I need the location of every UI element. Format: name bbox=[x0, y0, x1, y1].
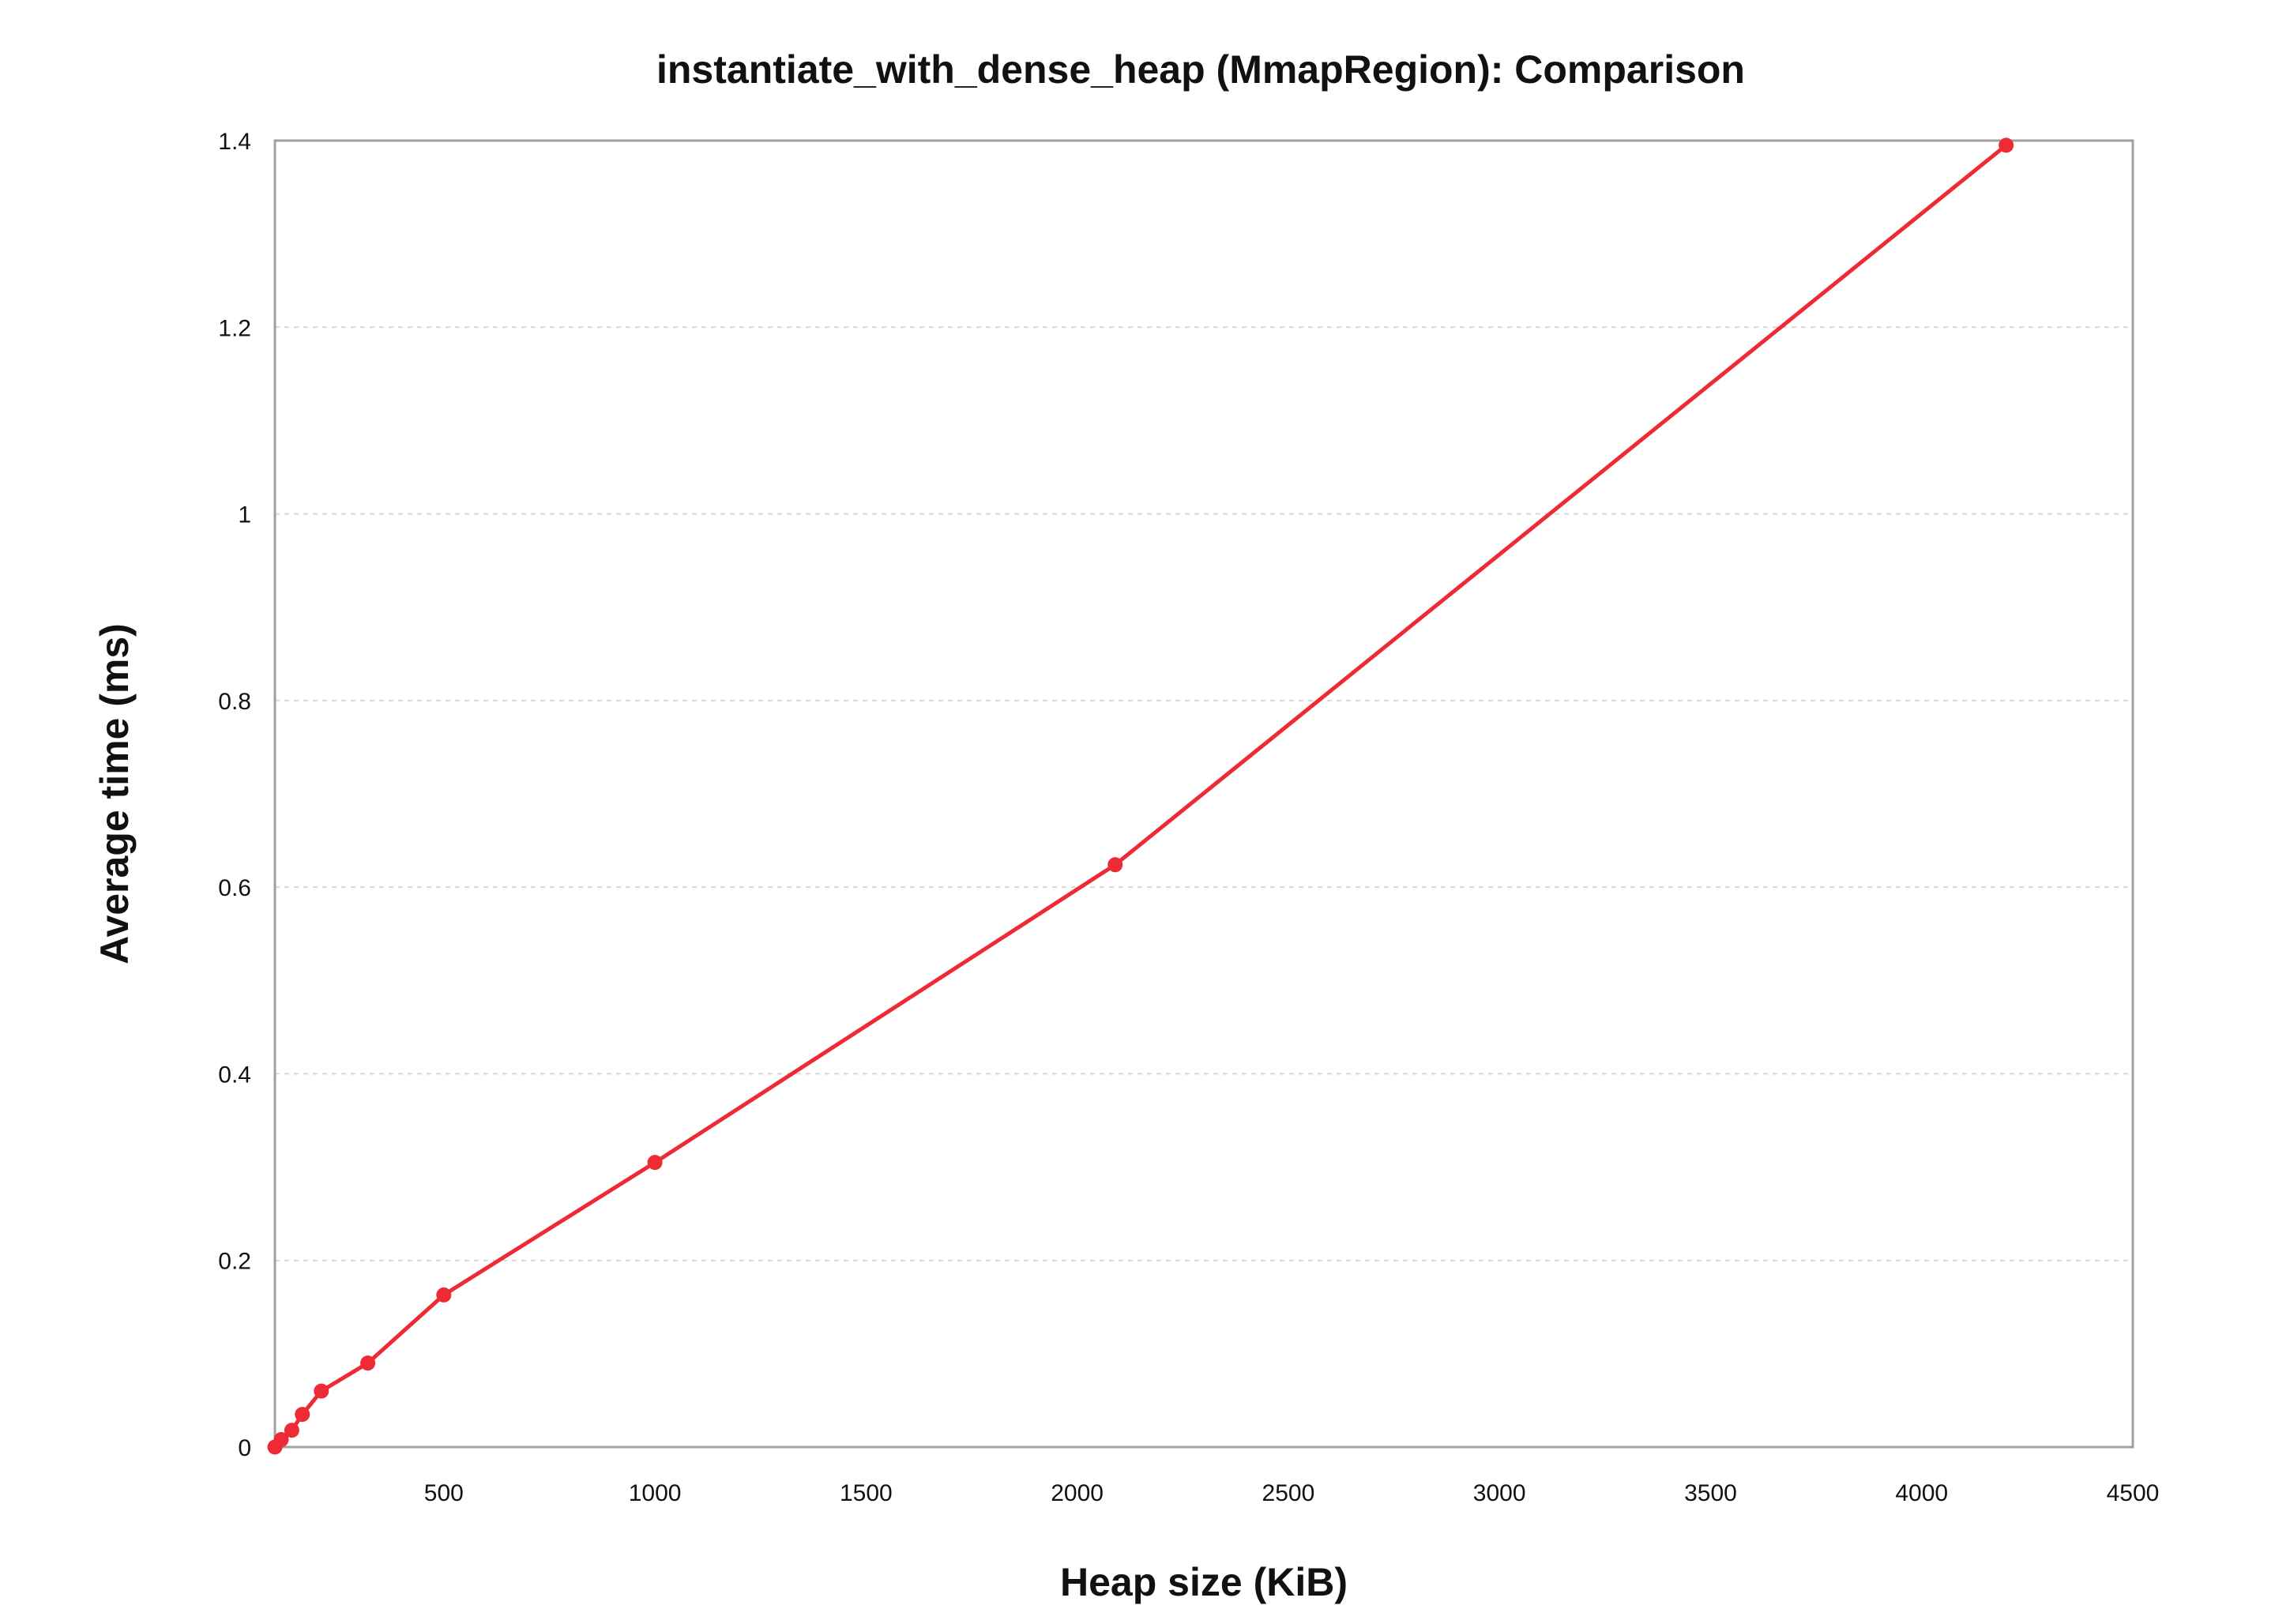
y-tick-label: 0 bbox=[238, 1435, 251, 1461]
x-tick-label: 3500 bbox=[1684, 1480, 1737, 1506]
x-axis-ticks: 500 1000 1500 2000 2500 3000 3500 4000 4500 bbox=[424, 1480, 2160, 1506]
y-axis-label: Average time (ms) bbox=[92, 623, 137, 964]
x-tick-label: 2000 bbox=[1051, 1480, 1104, 1506]
y-tick-label: 0.8 bbox=[218, 689, 251, 715]
y-tick-label: 0.2 bbox=[218, 1249, 251, 1275]
data-point bbox=[1999, 137, 2014, 153]
y-tick-label: 1.2 bbox=[218, 315, 251, 341]
plot-frame bbox=[273, 139, 2134, 1449]
y-axis-ticks: 0 0.2 0.4 0.6 0.8 1 1.2 1.4 bbox=[218, 129, 251, 1461]
data-point bbox=[436, 1287, 452, 1303]
data-point bbox=[273, 1432, 289, 1448]
x-axis-label: Heap size (KiB) bbox=[1060, 1560, 1348, 1604]
x-tick-label: 1000 bbox=[629, 1480, 682, 1506]
x-tick-label: 500 bbox=[424, 1480, 464, 1506]
data-point bbox=[647, 1155, 663, 1171]
y-tick-label: 0.4 bbox=[218, 1062, 251, 1088]
y-tick-label: 0.6 bbox=[218, 875, 251, 901]
data-point bbox=[314, 1383, 329, 1399]
x-tick-label: 3000 bbox=[1473, 1480, 1526, 1506]
data-point bbox=[360, 1355, 376, 1371]
data-point bbox=[1107, 857, 1123, 873]
series-layer bbox=[267, 137, 2014, 1455]
y-tick-label: 1.4 bbox=[218, 129, 251, 155]
data-point bbox=[295, 1407, 310, 1423]
x-tick-label: 4500 bbox=[2107, 1480, 2160, 1506]
x-tick-label: 2500 bbox=[1262, 1480, 1315, 1506]
y-tick-label: 1 bbox=[238, 502, 251, 528]
grid-lines bbox=[275, 326, 2133, 1261]
data-point bbox=[284, 1423, 299, 1438]
x-tick-label: 1500 bbox=[840, 1480, 893, 1506]
chart-title: instantiate_with_dense_heap (MmapRegion)… bbox=[656, 47, 1745, 92]
x-tick-label: 4000 bbox=[1895, 1480, 1948, 1506]
series-line bbox=[273, 143, 2009, 1449]
